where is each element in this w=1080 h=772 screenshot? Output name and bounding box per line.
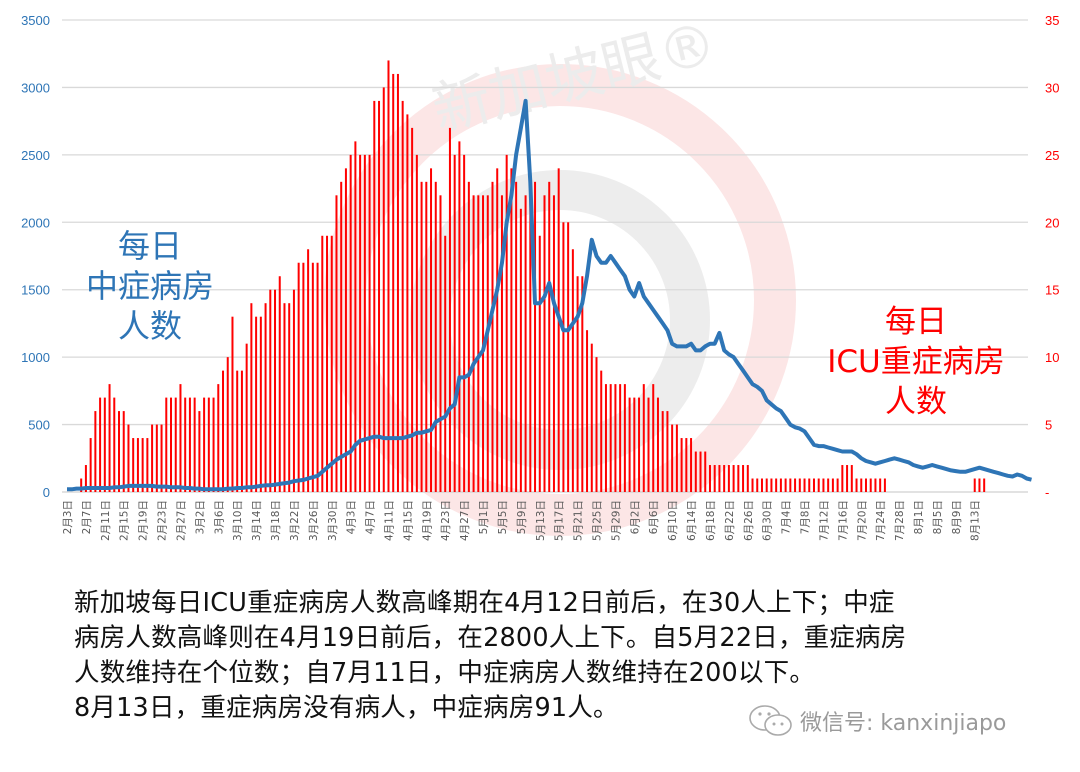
- svg-text:8月9日: 8月9日: [951, 500, 963, 534]
- svg-text:6月26日: 6月26日: [743, 500, 755, 541]
- svg-text:4月19日: 4月19日: [421, 500, 433, 541]
- svg-text:1000: 1000: [21, 350, 50, 365]
- svg-text:2月7日: 2月7日: [81, 500, 93, 534]
- svg-text:10: 10: [1045, 350, 1059, 365]
- svg-text:3500: 3500: [21, 13, 50, 28]
- svg-text:7月8日: 7月8日: [800, 500, 812, 534]
- svg-text:3月22日: 3月22日: [289, 500, 301, 541]
- svg-text:35: 35: [1045, 13, 1059, 28]
- caption-text: 新加坡每日ICU重症病房人数高峰期在4月12日前后，在30人上下；中症 病房人数…: [74, 586, 1064, 726]
- svg-text:4月15日: 4月15日: [402, 500, 414, 541]
- caption-line: 人数维持在个位数；自7月11日，中症病房人数维持在200以下。: [74, 658, 816, 688]
- svg-text:2月23日: 2月23日: [157, 500, 169, 541]
- svg-text:5月1日: 5月1日: [478, 500, 490, 534]
- wechat-id: 微信号: kanxinjiapo: [800, 711, 1007, 736]
- svg-text:8月13日: 8月13日: [970, 500, 982, 541]
- annotation-line: 中症病房: [85, 267, 214, 305]
- svg-text:4月7日: 4月7日: [365, 500, 377, 534]
- svg-text:2月3日: 2月3日: [62, 500, 74, 534]
- icu-bars: [80, 60, 986, 493]
- caption-line: 8月13日，重症病房没有病人，中症病房91人。: [74, 693, 619, 723]
- svg-text:2月27日: 2月27日: [175, 500, 187, 541]
- svg-text:1500: 1500: [21, 283, 50, 298]
- left-axis-ticks: 0 500 1000 1500 2000 2500 3000 3500: [21, 13, 50, 500]
- svg-text:2月15日: 2月15日: [119, 500, 131, 541]
- svg-text:7月4日: 7月4日: [781, 500, 793, 534]
- svg-text:2000: 2000: [21, 215, 50, 230]
- svg-text:2500: 2500: [21, 148, 50, 163]
- svg-text:6月6日: 6月6日: [648, 500, 660, 534]
- annotation-line: 每日: [885, 304, 947, 340]
- svg-text:5: 5: [1045, 418, 1052, 433]
- annotation-line: 人数: [885, 384, 947, 420]
- svg-text:3月14日: 3月14日: [251, 500, 263, 541]
- chart-canvas: 新加坡眼® 0 500 1000 1500 2000 2500 3000 3500 - 5 10 1…: [21, 8, 1059, 541]
- svg-text:2月11日: 2月11日: [100, 500, 112, 541]
- svg-text:30: 30: [1045, 80, 1059, 95]
- wechat-icon: [749, 705, 792, 736]
- svg-text:4月3日: 4月3日: [346, 500, 358, 534]
- caption-line: 新加坡每日ICU重症病房人数高峰期在4月12日前后，在30人上下；中症: [74, 588, 895, 618]
- svg-text:5月25日: 5月25日: [592, 500, 604, 541]
- svg-text:20: 20: [1045, 215, 1059, 230]
- general-ward-line: [67, 98, 1032, 492]
- svg-text:5月13日: 5月13日: [535, 500, 547, 541]
- wechat-watermark: 微信号: kanxinjiapo: [748, 704, 1006, 738]
- annotation-line: ICU重症病房: [827, 344, 1005, 380]
- svg-text:8月1日: 8月1日: [913, 500, 925, 534]
- annotation-line: 人数: [117, 307, 182, 345]
- caption-line: 病房人数高峰则在4月19日前后，在2800人上下。自5月22日，重症病房: [74, 623, 907, 653]
- svg-text:5月17日: 5月17日: [554, 500, 566, 541]
- svg-text:6月2日: 6月2日: [629, 500, 641, 534]
- svg-text:3月18日: 3月18日: [270, 500, 282, 541]
- svg-text:-: -: [1045, 485, 1049, 500]
- svg-text:6月14日: 6月14日: [686, 500, 698, 541]
- svg-text:3月6日: 3月6日: [213, 500, 225, 534]
- svg-text:3月2日: 3月2日: [194, 500, 206, 534]
- svg-text:6月30日: 6月30日: [762, 500, 774, 541]
- svg-text:3000: 3000: [21, 80, 50, 95]
- svg-text:3月10日: 3月10日: [232, 500, 244, 541]
- svg-text:0: 0: [43, 485, 50, 500]
- svg-text:7月28日: 7月28日: [894, 500, 906, 541]
- svg-text:8月5日: 8月5日: [932, 500, 944, 534]
- svg-text:7月24日: 7月24日: [875, 500, 887, 541]
- svg-text:500: 500: [28, 418, 50, 433]
- svg-text:2月19日: 2月19日: [138, 500, 150, 541]
- svg-text:3月30日: 3月30日: [327, 500, 339, 541]
- svg-text:5月5日: 5月5日: [497, 500, 509, 534]
- svg-text:4月27日: 4月27日: [459, 500, 471, 541]
- watermark-logo: 新加坡眼®: [324, 8, 796, 536]
- svg-text:3月26日: 3月26日: [308, 500, 320, 541]
- svg-text:6月18日: 6月18日: [705, 500, 717, 541]
- svg-text:5月21日: 5月21日: [573, 500, 585, 541]
- svg-text:5月29日: 5月29日: [610, 500, 622, 541]
- svg-text:5月9日: 5月9日: [516, 500, 528, 534]
- annotation-general-ward: 每日 中症病房 人数: [70, 226, 230, 346]
- svg-text:6月10日: 6月10日: [667, 500, 679, 541]
- svg-text:25: 25: [1045, 148, 1059, 163]
- x-axis-ticks: 2月3日 2月7日 2月11日 2月15日 2月19日 2月23日 2月27日 3月2日 3月6…: [62, 500, 982, 541]
- svg-text:15: 15: [1045, 283, 1059, 298]
- annotation-line: 每日: [117, 227, 182, 265]
- svg-text:4月11日: 4月11日: [383, 500, 395, 541]
- right-axis-ticks: - 5 10 15 20 25 30 35: [1045, 13, 1059, 500]
- svg-text:7月12日: 7月12日: [818, 500, 830, 541]
- annotation-icu: 每日 ICU重症病房 人数: [806, 302, 1026, 422]
- svg-text:7月20日: 7月20日: [856, 500, 868, 541]
- svg-text:4月23日: 4月23日: [440, 500, 452, 541]
- svg-text:7月16日: 7月16日: [837, 500, 849, 541]
- svg-text:6月22日: 6月22日: [724, 500, 736, 541]
